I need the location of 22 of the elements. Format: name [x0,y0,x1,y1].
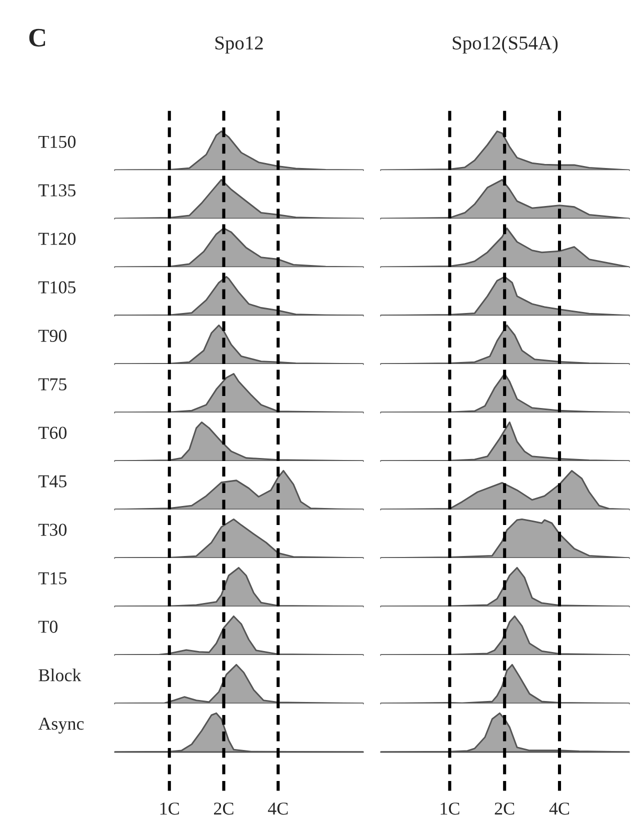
y-axis-title: Async [38,718,84,734]
x-tick-label: 2C [494,802,514,815]
x-tick-label: 4C [268,802,288,815]
y-axis-title: T15 [38,572,66,584]
y-axis-title: T135 [38,184,76,196]
chart-title: Spo12 [215,36,263,54]
x-tick-label: 4C [549,802,570,815]
text: C [29,28,46,47]
y-axis-title: T75 [38,378,66,390]
y-axis-title: T30 [38,524,67,536]
y-axis-title: Block [38,668,82,682]
y-axis-title: T45 [38,475,66,488]
y-axis-title: T120 [38,232,76,245]
x-tick-label: 1C [160,802,179,815]
x-tick-label: 2C [214,802,234,815]
x-tick-label: 1C [440,802,460,815]
y-axis-title: T150 [38,136,76,148]
chart-title: Spo12(S54A) [452,36,558,54]
y-axis-title: T105 [38,281,76,294]
y-axis-title: T90 [38,330,67,342]
y-axis-title: T0 [38,620,58,633]
y-axis-title: T60 [38,426,67,439]
